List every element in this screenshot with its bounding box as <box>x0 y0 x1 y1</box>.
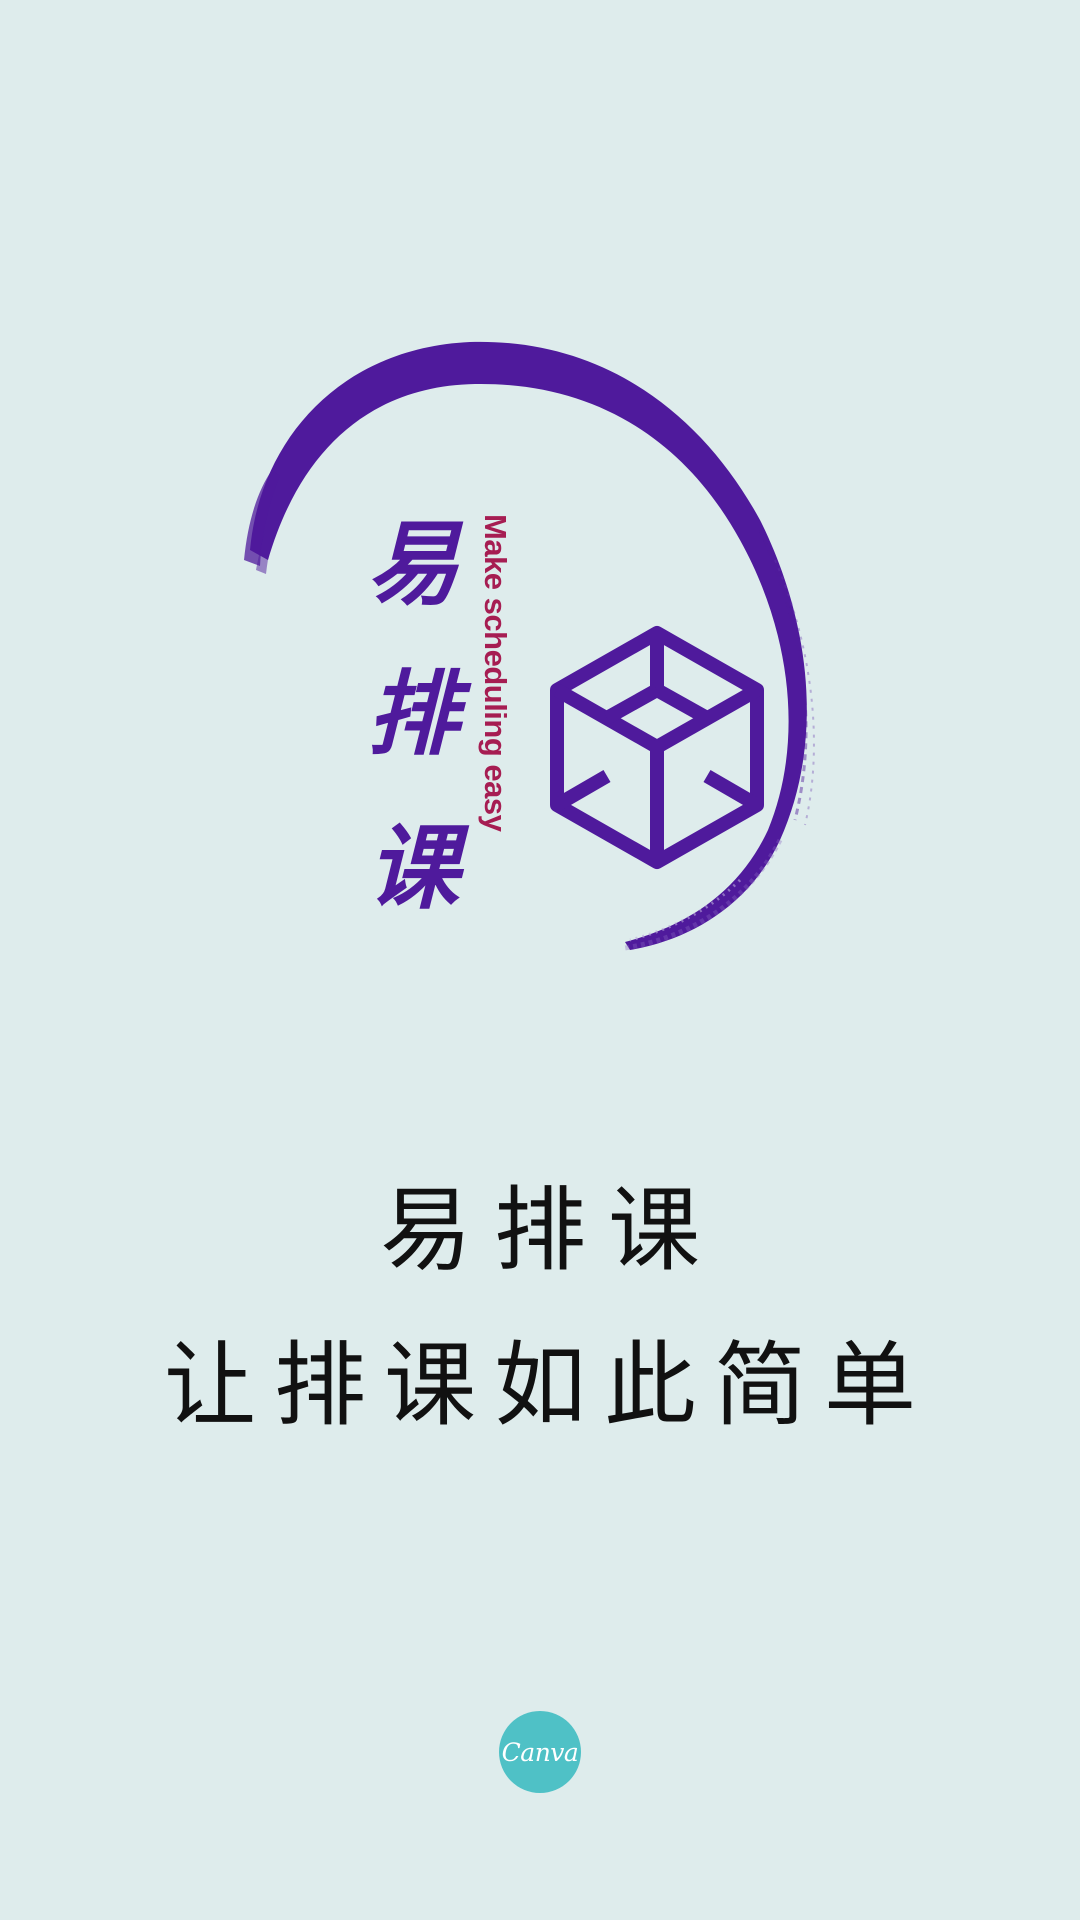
logo-tagline: Make scheduling easy <box>478 514 513 832</box>
cube-outline-icon <box>550 626 764 869</box>
logo-character-pai: 排 <box>366 660 459 768</box>
logo-character-yi: 易 <box>366 510 459 618</box>
app-slogan: 让排课如此简单 <box>163 1332 934 1439</box>
canva-badge: Canva <box>499 1711 581 1793</box>
brush-stroke-icon <box>244 341 815 951</box>
canva-label: Canva <box>501 1737 579 1767</box>
logo-artwork <box>244 341 815 951</box>
app-logo: 易 排 课 Make scheduling easy <box>220 320 860 980</box>
logo-character-ke: 课 <box>366 814 459 922</box>
app-title: 易排课 <box>379 1177 722 1284</box>
